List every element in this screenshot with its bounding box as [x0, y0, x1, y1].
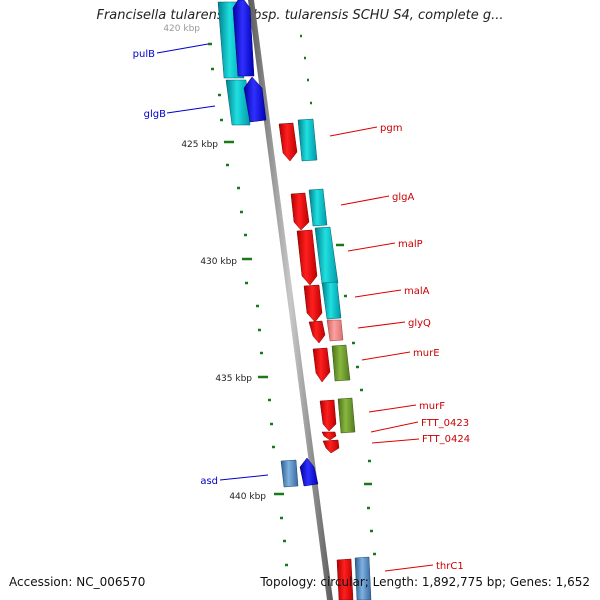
gene-FTT_0423[interactable]	[321, 431, 337, 441]
gene-malP[interactable]	[296, 226, 339, 286]
ruler-label-440: 440 kbp	[229, 492, 266, 502]
topology-summary: Topology: circular; Length: 1,892,775 bp…	[260, 575, 590, 589]
gene-labels-reverse: pgm glgA malP malA glyQ murE murF FTT_04…	[380, 123, 470, 572]
label-asd[interactable]: asd	[200, 476, 218, 487]
ruler-labels: 420 kbp 425 kbp 430 kbp 435 kbp 440 kbp	[163, 24, 266, 502]
ruler-outer-ticks	[300, 34, 376, 556]
label-pgm[interactable]: pgm	[380, 123, 402, 134]
map-title: Francisella tularensis subsp. tularensis…	[96, 8, 504, 23]
forward-strand-genes[interactable]	[217, 0, 319, 488]
genome-backbone	[248, 0, 333, 600]
label-leaders-forward	[156, 43, 269, 481]
gene-asd[interactable]	[280, 457, 319, 488]
ruler-label-420: 420 kbp	[163, 24, 200, 34]
gene-pulB[interactable]	[217, 0, 255, 79]
gene-murE[interactable]	[312, 344, 351, 383]
gene-labels-forward: pulB glgB asd	[133, 49, 218, 487]
label-glgB[interactable]: glgB	[144, 109, 166, 120]
ruler-minor-ticks	[208, 42, 288, 567]
label-pulB[interactable]: pulB	[133, 49, 155, 60]
label-malA[interactable]: malA	[404, 286, 430, 297]
gene-glyQ[interactable]	[308, 319, 344, 344]
label-glyQ[interactable]: glyQ	[408, 318, 431, 329]
gene-glgB[interactable]	[225, 76, 267, 126]
ruler-label-430: 430 kbp	[200, 257, 237, 267]
gene-thrC1[interactable]	[336, 556, 372, 600]
ruler-label-425: 425 kbp	[181, 140, 218, 150]
ruler-label-435: 435 kbp	[215, 374, 252, 384]
gene-malA[interactable]	[303, 281, 342, 323]
label-murF[interactable]: murF	[419, 401, 445, 412]
label-murE[interactable]: murE	[413, 348, 440, 359]
gene-FTT_0424[interactable]	[322, 439, 340, 454]
label-leaders-reverse	[329, 126, 434, 572]
label-FTT_0423[interactable]: FTT_0423	[421, 418, 469, 429]
gene-murF[interactable]	[319, 397, 356, 434]
label-malP[interactable]: malP	[398, 239, 423, 250]
label-FTT_0424[interactable]: FTT_0424	[422, 434, 470, 445]
accession-text: Accession: NC_006570	[9, 575, 146, 589]
reverse-strand-genes[interactable]	[278, 118, 372, 600]
label-thrC1[interactable]: thrC1	[436, 561, 464, 572]
label-glgA[interactable]: glgA	[392, 192, 414, 203]
gene-pgm[interactable]	[278, 118, 318, 162]
gene-glgA[interactable]	[290, 188, 328, 231]
